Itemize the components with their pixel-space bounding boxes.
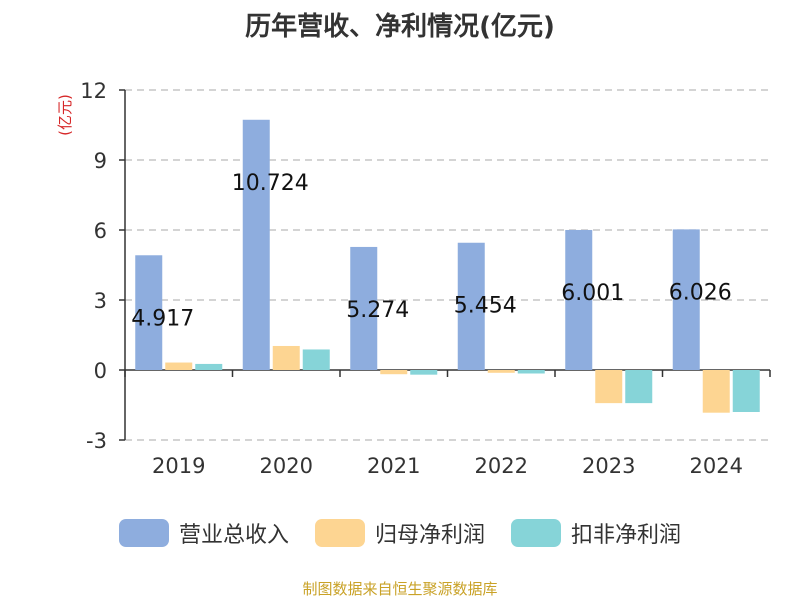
bar-deducted-profit: [195, 363, 223, 370]
legend-label-net-profit: 归母净利润: [374, 523, 485, 548]
chart-title: 历年营收、净利情况(亿元): [245, 12, 555, 42]
bar-revenue: [457, 242, 485, 370]
y-tick-label: 9: [94, 149, 107, 173]
bar-revenue: [672, 229, 700, 370]
bar-deducted-profit: [625, 370, 653, 404]
x-tick-label: 2020: [260, 454, 313, 478]
chart-legend: 营业总收入 归母净利润 扣非净利润: [0, 517, 800, 549]
y-tick-label: 12: [80, 79, 107, 103]
bar-net-profit: [165, 362, 193, 370]
y-tick-label: 3: [94, 289, 107, 313]
data-label: 6.001: [561, 281, 624, 306]
data-label: 5.454: [454, 294, 517, 319]
x-tick-label: 2022: [475, 454, 528, 478]
x-tick-label: 2024: [690, 454, 743, 478]
bar-net-profit: [702, 370, 730, 413]
y-axis-label: (亿元): [56, 94, 74, 136]
bar-deducted-profit: [302, 349, 330, 370]
bar-deducted-profit: [732, 370, 760, 412]
bar-revenue: [350, 246, 378, 370]
legend-swatch-net-profit: [314, 519, 365, 547]
data-label: 6.026: [669, 280, 732, 305]
y-tick-label: 0: [94, 359, 107, 383]
legend-item-revenue[interactable]: 营业总收入: [118, 517, 289, 549]
bar-net-profit: [487, 370, 515, 373]
bar-revenue: [565, 229, 593, 370]
data-label: 4.917: [131, 306, 194, 331]
legend-item-deducted-profit[interactable]: 扣非净利润: [511, 517, 681, 549]
bar-revenue: [135, 255, 163, 370]
data-label: 5.274: [346, 298, 409, 323]
bar-net-profit: [380, 370, 408, 375]
legend-label-revenue: 营业总收入: [178, 523, 289, 548]
legend-swatch-revenue: [118, 519, 169, 547]
legend-label-deducted-profit: 扣非净利润: [571, 523, 682, 548]
data-label: 10.724: [232, 171, 309, 196]
bar-deducted-profit: [410, 370, 438, 375]
legend-item-net-profit[interactable]: 归母净利润: [314, 517, 485, 549]
bar-revenue: [242, 119, 270, 370]
x-tick-label: 2021: [367, 454, 420, 478]
x-tick-label: 2023: [582, 454, 635, 478]
y-tick-label: 6: [94, 219, 107, 243]
bar-net-profit: [272, 345, 300, 370]
source-note: 制图数据来自恒生聚源数据库: [302, 580, 498, 598]
bar-net-profit: [595, 370, 623, 404]
bar-deducted-profit: [517, 370, 545, 374]
legend-swatch-deducted-profit: [511, 519, 561, 547]
x-tick-label: 2019: [152, 454, 205, 478]
y-tick-label: -3: [86, 429, 107, 453]
